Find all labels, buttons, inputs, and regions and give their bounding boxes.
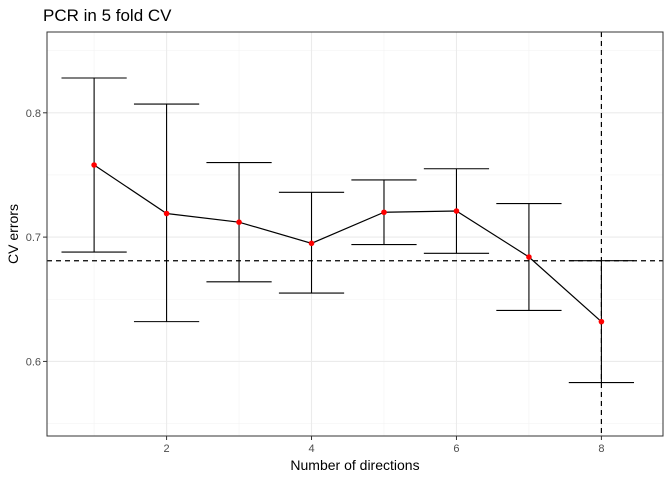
x-tick-label: 2 (164, 443, 170, 455)
grid (47, 32, 663, 436)
x-axis-title: Number of directions (290, 457, 419, 473)
data-point (381, 209, 387, 216)
panel-background (47, 32, 663, 436)
y-axis-title: CV errors (5, 204, 21, 264)
data-point (598, 318, 605, 325)
data-point (236, 219, 242, 225)
data-point (91, 162, 97, 168)
series (91, 162, 605, 325)
x-tick-label: 8 (598, 443, 604, 455)
chart-title: PCR in 5 fold CV (43, 6, 172, 25)
panel-border (46, 31, 664, 437)
data-point (163, 210, 170, 217)
data-point (308, 240, 315, 247)
y-tick-label: 0.8 (26, 108, 41, 120)
y-axis: 0.6 0.7 0.8 (26, 108, 47, 368)
data-point (453, 208, 460, 214)
data-point (526, 254, 532, 260)
y-tick-label: 0.6 (26, 356, 41, 368)
y-tick-label: 0.7 (26, 232, 41, 244)
x-axis: 2 4 6 8 (164, 436, 604, 455)
series-line (93, 164, 602, 323)
x-tick-label: 6 (453, 443, 459, 455)
x-tick-label: 4 (308, 443, 314, 455)
